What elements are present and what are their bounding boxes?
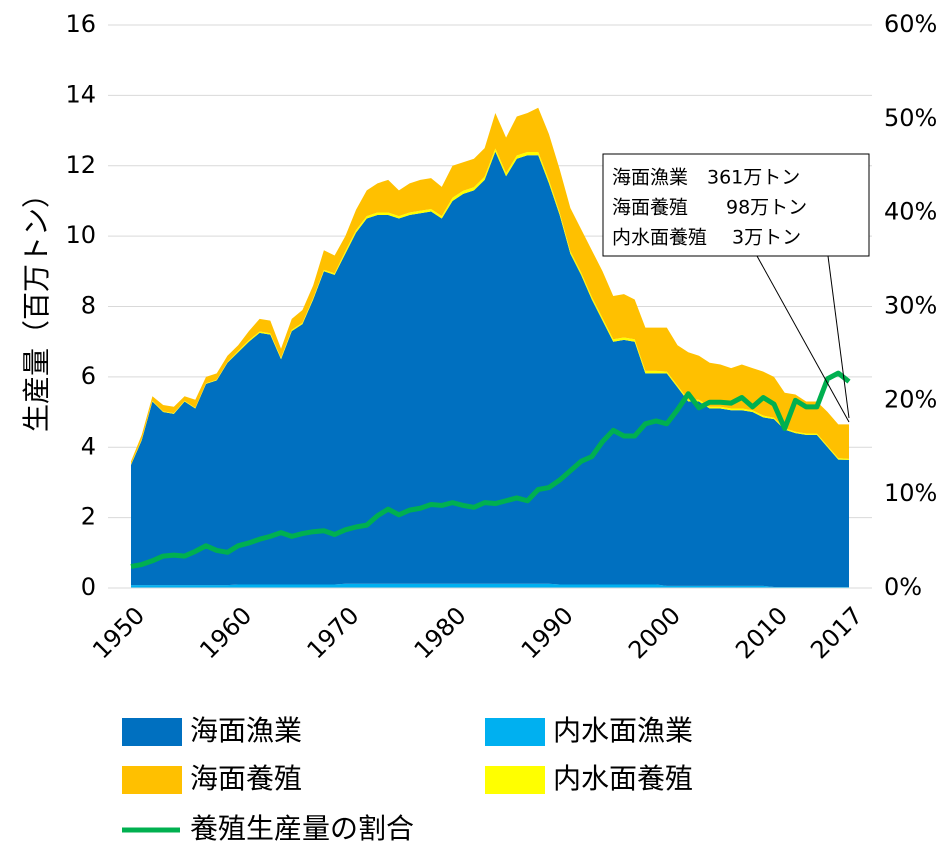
legend-swatch xyxy=(122,766,182,794)
y-tick-label: 0 xyxy=(81,573,96,601)
line xyxy=(130,370,851,569)
leader-line xyxy=(756,255,850,423)
y-tick-label: 16 xyxy=(65,10,96,38)
legend-swatch xyxy=(485,766,545,794)
area xyxy=(131,107,849,465)
x-tick-label: 1990 xyxy=(516,601,579,664)
legend-label: 海面漁業 xyxy=(190,714,302,747)
y-tick-label: 2 xyxy=(81,503,96,531)
y2-tick-label: 50% xyxy=(884,104,937,132)
y-tick-label: 8 xyxy=(81,292,96,320)
y2-tick-label: 40% xyxy=(884,198,937,226)
legend-label: 内水面養殖 xyxy=(553,762,693,795)
x-tick-label: 2000 xyxy=(623,601,686,664)
legend-swatch xyxy=(122,718,182,746)
legend-label: 内水面漁業 xyxy=(553,714,693,747)
y-tick-label: 12 xyxy=(65,151,96,179)
annotation-line: 海面養殖 98万トン xyxy=(612,197,807,219)
y-tick-label: 10 xyxy=(65,221,96,249)
y2-tick-label: 10% xyxy=(884,479,937,507)
annotation: 海面漁業 361万トン 海面養殖 98万トン 内水面養殖 3万トン xyxy=(602,153,870,423)
leader-line xyxy=(827,255,850,419)
annotation-line: 内水面養殖 3万トン xyxy=(612,227,801,249)
legend-label: 海面養殖 xyxy=(190,762,302,795)
area xyxy=(131,151,849,587)
y-axis-label: 生産量（百万トン） xyxy=(20,180,53,432)
y-tick-label: 4 xyxy=(81,432,96,460)
x-tick-label: 1960 xyxy=(194,601,257,664)
plot-area: 0 2 4 6 8 10 12 14 16 0% 10% 20% 30% 40% 50% 60% 1950 196… xyxy=(65,10,937,664)
y2-tick-label: 60% xyxy=(884,10,937,38)
x-tick-label: 1970 xyxy=(302,601,365,664)
y2-tick-label: 30% xyxy=(884,292,937,320)
x-tick-label: 2010 xyxy=(730,601,793,664)
x-tick-label: 1950 xyxy=(87,601,150,664)
x-tick-label: 2017 xyxy=(805,601,868,664)
x-tick-label: 1980 xyxy=(409,601,472,664)
y-tick-label: 14 xyxy=(65,80,96,108)
annotation-line: 海面漁業 361万トン xyxy=(612,167,800,189)
legend-label: 養殖生産量の割合 xyxy=(190,812,414,845)
y2-tick-label: 20% xyxy=(884,385,937,413)
y-tick-label: 6 xyxy=(81,362,96,390)
area xyxy=(131,583,849,588)
annotation-box xyxy=(602,153,870,257)
legend-swatch xyxy=(485,718,545,746)
y2-tick-label: 0% xyxy=(884,573,922,601)
